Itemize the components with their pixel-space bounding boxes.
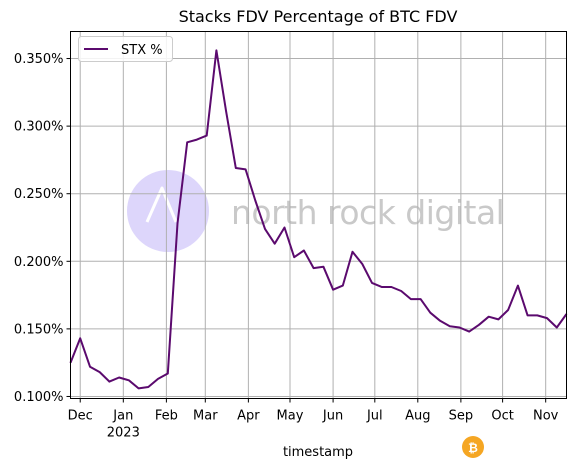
x-tick-label: Oct [491,409,513,424]
data-point [79,337,81,339]
data-point [215,49,217,52]
data-point [118,376,120,379]
data-point [235,167,237,169]
data-point [390,286,393,288]
x-tick-label: Mar [193,409,218,424]
data-point [507,309,509,311]
data-point [497,318,500,321]
data-point [99,371,101,373]
data-point [526,314,529,316]
data-point [254,199,256,202]
data-point [556,326,558,329]
y-tick-label: 0.150% [14,322,64,337]
data-point [157,378,159,380]
data-point [410,298,412,300]
data-point [274,243,276,245]
data-point [186,141,188,143]
data-point [167,372,169,375]
data-point [128,379,130,381]
badge-logo-icon [462,436,484,458]
data-point [468,330,470,333]
svg-text:₿: ₿ [468,441,478,455]
data-point [332,289,334,291]
data-point [264,228,266,230]
y-tick-label: 0.200% [14,255,64,270]
x-tick-label: Jan [112,409,133,424]
data-point [244,168,247,170]
data-point [488,316,490,318]
plot-frame [70,31,567,399]
chart-title: Stacks FDV Percentage of BTC FDV [179,7,458,26]
data-point [546,317,548,319]
data-point [206,134,208,137]
data-point [196,139,198,141]
x-tick-label: Feb [155,409,178,424]
x-tick-label: Apr [237,409,260,424]
x-tick-label: Dec [68,409,93,424]
data-point [176,222,179,225]
legend-box [78,36,173,62]
x-tick-label: Jul [366,409,383,424]
legend: STX % [78,36,173,62]
x-tick-sublabel: 2023 [107,426,140,441]
x-tick-label: Jun [322,409,343,424]
y-tick-label: 0.300% [14,120,64,135]
corner-badge: ₿ 金色财经 [462,436,557,458]
data-point [322,266,324,268]
data-point [225,110,227,112]
y-tick-label: 0.250% [14,187,64,202]
data-point [89,366,91,368]
data-point [458,326,461,329]
data-point [342,285,344,287]
data-point [429,312,431,314]
series-line-stx [69,49,568,390]
x-tick-label: May [277,409,304,424]
y-axis: 0.100% 0.150% 0.200% 0.250% 0.300% 0.350% [14,52,71,405]
data-point [283,226,286,229]
data-point [439,320,441,322]
data-point [303,249,305,252]
data-point [361,263,363,265]
y-tick-label: 0.100% [14,390,64,405]
x-axis: Dec Jan 2023 Feb Mar Apr May Jun Jul Aug Sep Oct Nov [68,398,559,441]
x-tick-label: Aug [405,409,430,424]
data-point [313,267,315,269]
data-point [478,324,480,326]
data-point [536,314,538,316]
data-point [147,386,149,388]
data-point [293,256,295,258]
data-point [108,381,111,383]
x-tick-label: Sep [449,409,474,424]
data-point [137,387,140,389]
y-tick-label: 0.350% [14,52,64,67]
legend-label: STX % [121,43,163,58]
data-point [400,290,402,292]
watermark-brand-text: north rock digital [231,193,504,232]
badge-text: 金色财经 [488,437,557,458]
data-point [517,285,519,287]
watermark-logo-icon [127,170,209,252]
data-point [371,282,373,284]
data-point [420,298,422,300]
data-point [449,325,451,327]
watermark: north rock digital [127,170,505,252]
data-point [381,286,383,288]
data-point [351,251,354,253]
x-axis-label: timestamp [283,445,353,460]
series-layer [69,49,568,390]
x-tick-label: Nov [533,409,559,424]
